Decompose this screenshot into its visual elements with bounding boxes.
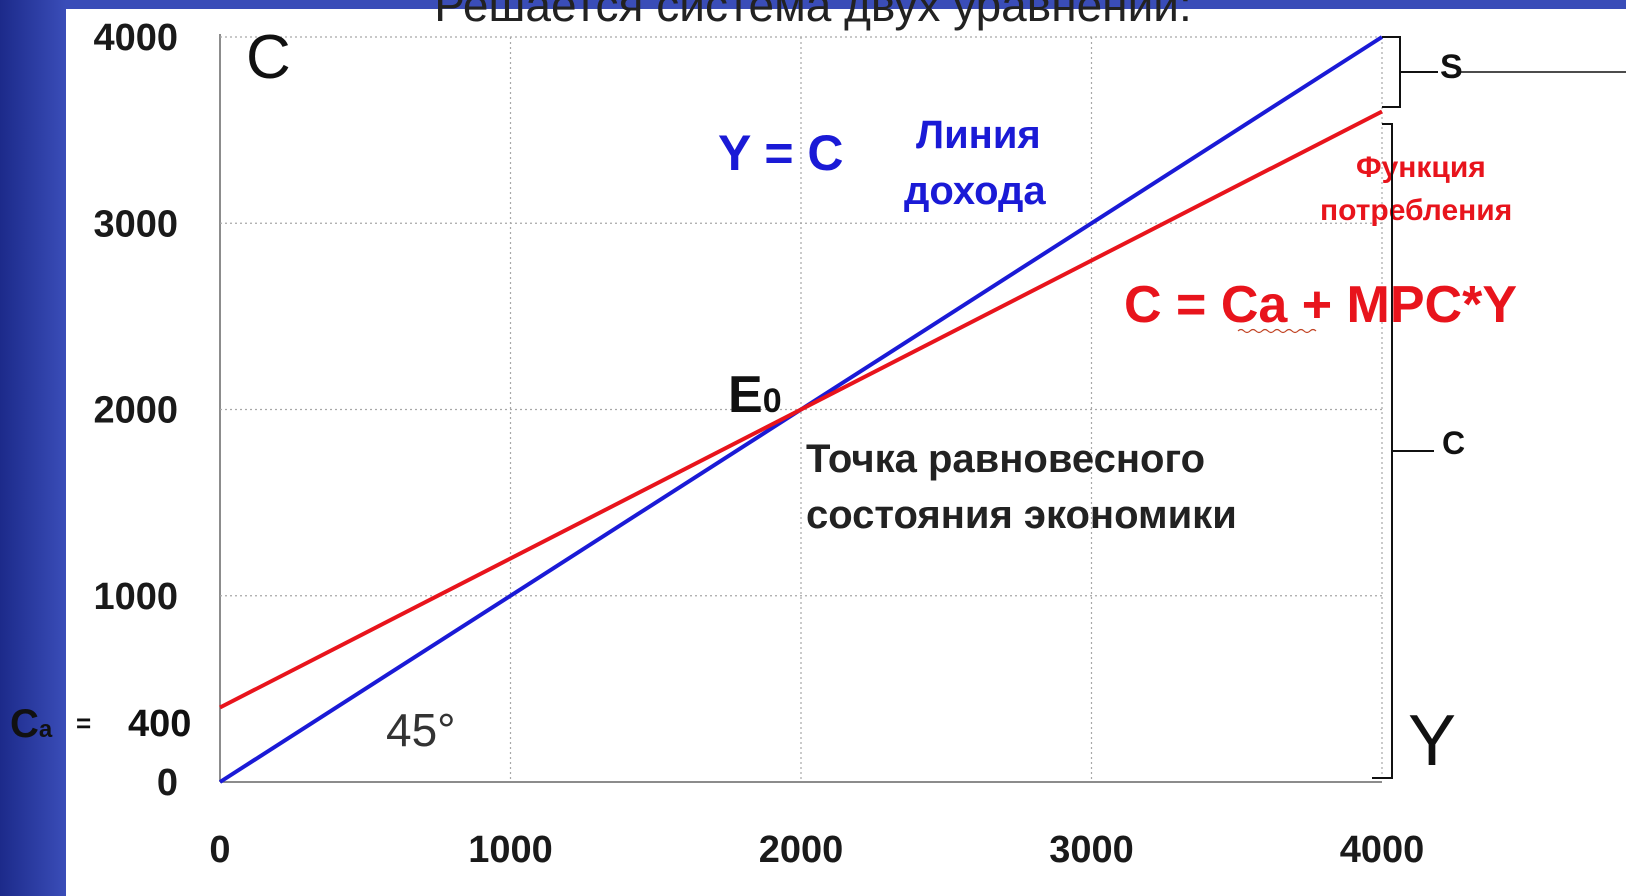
x-tick-label: 4000 bbox=[1340, 829, 1425, 871]
y-tick-label: 0 bbox=[157, 762, 178, 804]
slide-top-bar bbox=[66, 0, 1626, 9]
autonomous-consumption-symbol: Ca bbox=[10, 702, 53, 746]
slide-title: Решается система двух уравнений: bbox=[434, 0, 1192, 31]
spellcheck-underline bbox=[1237, 328, 1317, 334]
series-lines bbox=[218, 35, 1384, 784]
autonomous-consumption-value: 400 bbox=[128, 703, 191, 745]
savings-label: S bbox=[1440, 48, 1463, 86]
consumption-line bbox=[219, 109, 1383, 710]
autonomous-consumption-eq: = bbox=[76, 708, 91, 738]
consumption-equation: C = Ca + MPC*Y bbox=[1124, 276, 1517, 334]
tick-labels: 0 1000 2000 3000 4000 0 1000 2000 3000 4000 bbox=[93, 17, 1424, 871]
slide-side-bar bbox=[0, 0, 66, 896]
x-tick-label: 0 bbox=[209, 829, 230, 871]
x-tick-label: 3000 bbox=[1049, 829, 1134, 871]
y-tick-label: 2000 bbox=[93, 390, 178, 432]
y-tick-label: 3000 bbox=[93, 203, 178, 245]
consumption-func-label-2: потребления bbox=[1320, 194, 1512, 227]
income-equation: Y = C bbox=[718, 125, 844, 181]
consumption-brace-label: C bbox=[1442, 425, 1465, 461]
consumption-func-label-1: Функция bbox=[1356, 151, 1486, 184]
consumption-brace bbox=[1372, 123, 1434, 779]
equilibrium-desc-2: состояния экономики bbox=[806, 493, 1237, 537]
y-tick-label: 1000 bbox=[93, 576, 178, 618]
y-axis-label: C bbox=[246, 23, 291, 92]
angle-label: 45° bbox=[386, 704, 456, 756]
income-line-label-2: дохода bbox=[904, 169, 1046, 213]
x-axis-label: Y bbox=[1408, 701, 1456, 781]
x-tick-label: 1000 bbox=[468, 829, 553, 871]
y-tick-label: 4000 bbox=[93, 17, 178, 59]
equilibrium-label: E0 bbox=[728, 366, 782, 424]
income-line-label-1: Линия bbox=[916, 113, 1041, 157]
savings-brace bbox=[1382, 36, 1438, 108]
equilibrium-desc-1: Точка равновесного bbox=[806, 437, 1205, 481]
x-tick-label: 2000 bbox=[759, 829, 844, 871]
